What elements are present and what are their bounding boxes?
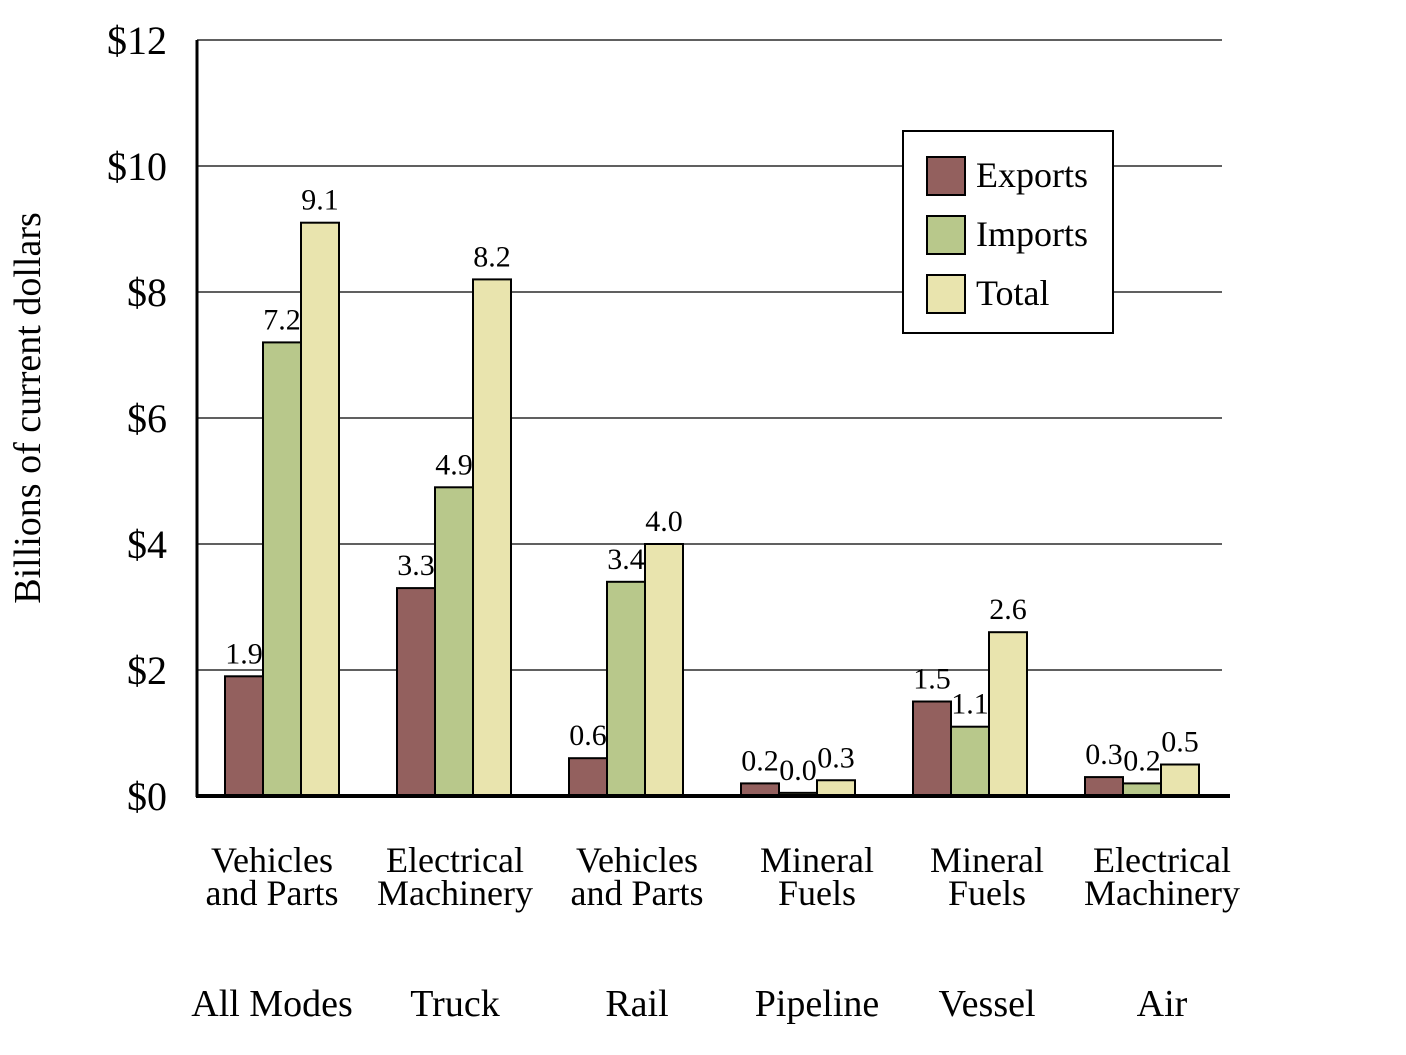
bar-total bbox=[816, 779, 856, 797]
y-tick-label: $8 bbox=[127, 270, 167, 315]
y-tick-label: $4 bbox=[127, 522, 167, 567]
legend-label: Total bbox=[976, 273, 1049, 313]
value-label: 8.2 bbox=[473, 240, 511, 273]
bar-total bbox=[644, 543, 684, 797]
value-label: 4.0 bbox=[645, 505, 683, 538]
value-label: 0.3 bbox=[817, 741, 855, 774]
bar-total bbox=[472, 278, 512, 797]
bar-exports bbox=[1084, 776, 1124, 797]
bar-imports bbox=[434, 486, 474, 797]
value-label: 0.6 bbox=[569, 719, 607, 752]
commodity-label: Mineral bbox=[930, 840, 1044, 880]
bar-exports bbox=[912, 700, 952, 797]
mode-label: Truck bbox=[410, 983, 499, 1025]
mode-label: Vessel bbox=[938, 983, 1035, 1025]
bar-exports bbox=[568, 757, 608, 798]
commodity-label: Electrical bbox=[1093, 840, 1231, 880]
y-axis-title: Billions of current dollars bbox=[7, 212, 49, 604]
mode-label: Rail bbox=[605, 983, 668, 1025]
legend: Exports Imports Total bbox=[902, 130, 1114, 334]
value-label: 2.6 bbox=[989, 593, 1027, 626]
commodity-label: Machinery bbox=[1084, 873, 1240, 913]
bar-total bbox=[988, 631, 1028, 798]
legend-label: Exports bbox=[976, 155, 1088, 195]
value-label: 0.0 bbox=[779, 754, 817, 787]
bar-exports bbox=[224, 675, 264, 797]
gridlines bbox=[197, 39, 1222, 671]
axes bbox=[195, 40, 1230, 798]
commodity-label: and Parts bbox=[571, 873, 704, 913]
value-label: 9.1 bbox=[301, 184, 339, 217]
y-tick-label: $6 bbox=[127, 396, 167, 441]
commodity-label: Vehicles bbox=[576, 840, 698, 880]
y-tick-label: $12 bbox=[107, 18, 167, 63]
bar-total bbox=[300, 221, 340, 797]
y-tick-labels: $0 $2 $4 $6 $8 $10 $12 bbox=[107, 18, 167, 819]
mode-label: Pipeline bbox=[755, 983, 880, 1025]
commodity-label: Vehicles bbox=[211, 840, 333, 880]
value-label: 1.1 bbox=[951, 688, 989, 721]
legend-swatch-exports bbox=[926, 156, 966, 196]
value-label: 3.3 bbox=[397, 549, 435, 582]
bar-total bbox=[1160, 763, 1200, 797]
y-tick-label: $2 bbox=[127, 648, 167, 693]
value-label: 3.4 bbox=[607, 543, 645, 576]
bar-imports bbox=[950, 725, 990, 798]
value-label: 0.3 bbox=[1085, 738, 1123, 771]
value-label: 0.2 bbox=[1123, 744, 1161, 777]
commodity-label: and Parts bbox=[206, 873, 339, 913]
y-tick-label: $10 bbox=[107, 144, 167, 189]
commodity-label: Machinery bbox=[377, 873, 533, 913]
mode-label: Air bbox=[1137, 983, 1188, 1025]
value-label: 4.9 bbox=[435, 448, 473, 481]
value-label: 0.2 bbox=[741, 744, 779, 777]
bars bbox=[224, 221, 1200, 798]
commodity-label: Fuels bbox=[778, 873, 856, 913]
commodity-label: Mineral bbox=[760, 840, 874, 880]
value-labels: 1.97.29.13.34.98.20.63.44.00.2 0.0 0.31.51… bbox=[225, 184, 1199, 787]
commodity-label: Fuels bbox=[948, 873, 1026, 913]
bar-imports bbox=[262, 341, 302, 797]
value-label: 0.5 bbox=[1161, 726, 1199, 759]
legend-label: Imports bbox=[976, 214, 1088, 254]
mode-label: All Modes bbox=[191, 983, 353, 1025]
value-label: 7.2 bbox=[263, 303, 301, 336]
bar-imports bbox=[606, 580, 646, 797]
value-label: 1.9 bbox=[225, 637, 263, 670]
y-tick-label: $0 bbox=[127, 774, 167, 819]
legend-swatch-total bbox=[926, 274, 966, 314]
value-label: 1.5 bbox=[913, 663, 951, 696]
bar-exports bbox=[396, 587, 436, 797]
legend-swatch-imports bbox=[926, 215, 966, 255]
commodity-label: Electrical bbox=[386, 840, 524, 880]
